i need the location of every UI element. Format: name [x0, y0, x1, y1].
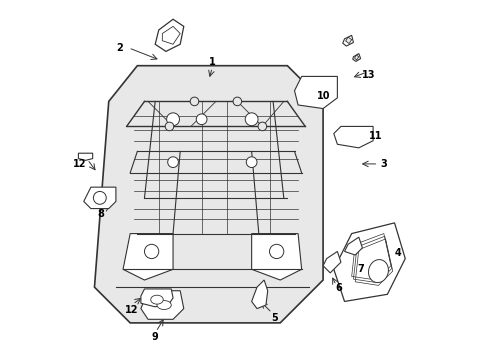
Text: 7: 7 — [357, 264, 364, 274]
Circle shape — [144, 244, 159, 258]
Circle shape — [196, 114, 206, 125]
Polygon shape — [94, 66, 323, 323]
Polygon shape — [342, 35, 353, 46]
Circle shape — [167, 157, 178, 167]
Circle shape — [233, 97, 241, 106]
Text: 1: 1 — [208, 57, 215, 67]
Polygon shape — [352, 54, 360, 62]
Circle shape — [244, 113, 258, 126]
Circle shape — [190, 97, 198, 106]
Polygon shape — [345, 37, 351, 44]
Circle shape — [269, 244, 283, 258]
Text: 11: 11 — [368, 131, 382, 141]
Circle shape — [165, 122, 173, 131]
Polygon shape — [333, 223, 405, 301]
Polygon shape — [78, 153, 93, 160]
Polygon shape — [155, 19, 183, 51]
Polygon shape — [333, 126, 372, 148]
Polygon shape — [354, 55, 358, 60]
Text: 9: 9 — [151, 332, 158, 342]
Text: 6: 6 — [335, 283, 342, 293]
Polygon shape — [294, 76, 337, 109]
Text: 2: 2 — [116, 43, 122, 53]
Ellipse shape — [157, 301, 171, 310]
Polygon shape — [141, 289, 173, 307]
Circle shape — [93, 192, 106, 204]
Text: 10: 10 — [316, 91, 330, 101]
Ellipse shape — [368, 260, 387, 283]
Polygon shape — [123, 234, 173, 280]
Polygon shape — [83, 187, 116, 208]
Text: 12: 12 — [124, 305, 138, 315]
Ellipse shape — [150, 295, 163, 304]
Text: 4: 4 — [394, 248, 401, 258]
Circle shape — [246, 157, 257, 167]
Polygon shape — [251, 234, 301, 280]
Text: 13: 13 — [361, 70, 375, 80]
Text: 12: 12 — [73, 159, 87, 169]
Text: 5: 5 — [270, 313, 277, 323]
Circle shape — [258, 122, 266, 131]
Circle shape — [166, 113, 179, 126]
Text: 3: 3 — [380, 159, 386, 169]
Polygon shape — [251, 280, 267, 309]
Polygon shape — [323, 251, 340, 273]
Polygon shape — [141, 291, 183, 319]
Polygon shape — [344, 237, 362, 255]
Text: 8: 8 — [97, 209, 104, 219]
